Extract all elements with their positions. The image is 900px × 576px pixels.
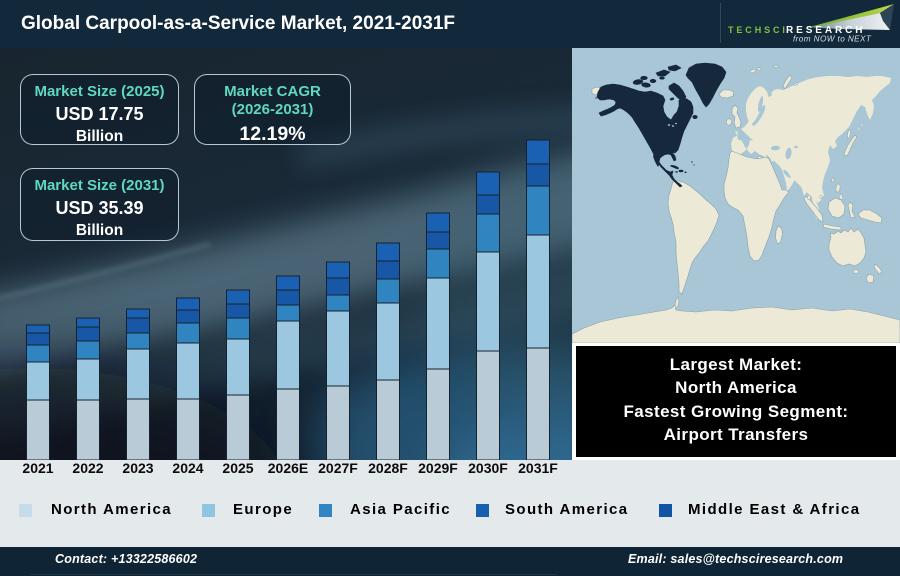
svg-text:TECHSCI: TECHSCI [728,25,788,35]
svg-text:RESEARCH: RESEARCH [786,25,865,36]
svg-text:from NOW to NEXT: from NOW to NEXT [793,35,872,44]
